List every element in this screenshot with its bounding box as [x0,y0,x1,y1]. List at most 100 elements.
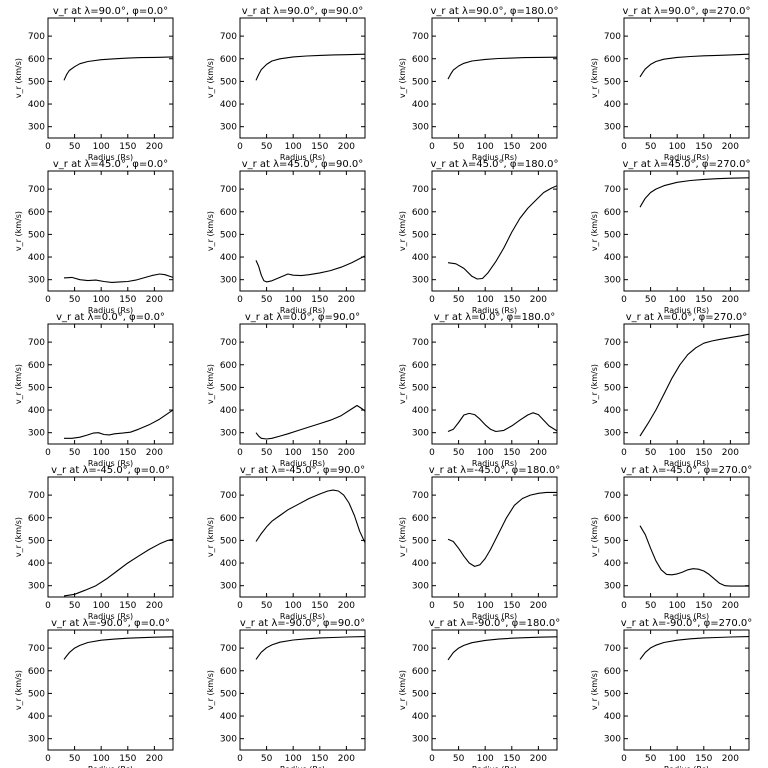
x-axis-label: Radius (Rs) [280,153,325,162]
x-tick-label: 200 [338,448,355,458]
y-tick-label: 600 [412,55,429,65]
y-tick-label: 700 [412,185,429,195]
chart-panel-7: v_r at λ=45.0°, φ=180.0° 0 50 100 150 200 300 4… [398,159,558,315]
y-tick-label: 500 [412,689,429,699]
y-tick-label: 600 [604,208,621,218]
x-axis-label: Radius (Rs) [280,459,325,468]
x-tick-label: 50 [645,754,657,764]
chart-title: v_r at λ=45.0°, φ=270.0° [623,159,751,170]
x-tick-label: 200 [722,142,739,152]
chart-panel-16: v_r at λ=-45.0°, φ=270.0° 0 50 100 150 200 300… [590,465,752,621]
plot-frame [47,323,174,445]
y-tick-label: 600 [28,667,45,677]
y-axis-label: v_r (km/s) [398,58,407,98]
x-tick-label: 100 [477,142,494,152]
y-tick-label: 300 [28,276,45,286]
x-tick-label: 150 [503,754,520,764]
y-tick-label: 500 [220,689,237,699]
x-tick-label: 200 [338,142,355,152]
chart-title: v_r at λ=90.0°, φ=90.0° [242,6,364,17]
chart-panel-11: v_r at λ=0.0°, φ=180.0° 0 50 100 150 200 300 40… [398,312,558,468]
y-tick-label: 300 [604,582,621,592]
y-tick-label: 400 [28,100,45,110]
chart-title: v_r at λ=0.0°, φ=90.0° [245,312,360,323]
x-axis-label: Radius (Rs) [280,612,325,621]
x-tick-label: 150 [311,448,328,458]
y-tick-label: 300 [220,582,237,592]
x-tick-label: 200 [722,448,739,458]
x-tick-label: 0 [45,754,51,764]
chart-title: v_r at λ=90.0°, φ=270.0° [623,6,751,17]
x-tick-label: 0 [621,601,627,611]
series-line-1 [255,255,365,283]
y-tick-label: 600 [604,55,621,65]
y-tick-label: 600 [412,667,429,677]
x-axis-label: Radius (Rs) [88,459,133,468]
y-tick-label: 400 [412,559,429,569]
y-axis-label: v_r (km/s) [398,364,407,404]
x-tick-label: 100 [477,295,494,305]
x-tick-label: 150 [695,754,712,764]
x-tick-label: 150 [695,142,712,152]
x-tick-label: 50 [69,142,81,152]
series-line-1 [447,636,557,661]
series-line-1 [255,489,365,543]
x-axis-label: Radius (Rs) [664,153,709,162]
x-tick-label: 0 [429,448,435,458]
y-tick-label: 400 [28,559,45,569]
x-tick-label: 150 [119,448,136,458]
y-tick-label: 500 [604,536,621,546]
x-tick-label: 150 [695,448,712,458]
x-tick-label: 200 [722,295,739,305]
x-tick-label: 200 [146,448,163,458]
y-tick-label: 700 [220,491,237,501]
x-tick-label: 50 [261,295,273,305]
x-tick-label: 200 [146,601,163,611]
y-tick-label: 700 [412,338,429,348]
chart-title: v_r at λ=-45.0°, φ=0.0° [51,465,170,476]
y-axis-label: v_r (km/s) [206,58,215,98]
y-tick-label: 500 [28,383,45,393]
plot-frame [239,170,366,292]
y-tick-label: 700 [604,491,621,501]
chart-title: v_r at λ=-90.0°, φ=270.0° [621,618,753,629]
x-tick-label: 200 [146,142,163,152]
y-axis-label: v_r (km/s) [14,211,23,251]
y-tick-label: 700 [28,185,45,195]
y-axis-label: v_r (km/s) [590,517,599,557]
chart-panel-14: v_r at λ=-45.0°, φ=90.0° 0 50 100 150 200 300 4… [206,465,366,621]
x-tick-label: 200 [530,448,547,458]
y-tick-label: 300 [412,276,429,286]
x-tick-label: 100 [93,142,110,152]
y-tick-label: 600 [604,514,621,524]
x-tick-label: 100 [285,601,302,611]
x-tick-label: 150 [503,142,520,152]
y-tick-label: 600 [412,208,429,218]
y-tick-label: 600 [28,55,45,65]
x-tick-label: 100 [669,754,686,764]
x-axis-label: Radius (Rs) [472,306,517,315]
x-tick-label: 150 [119,295,136,305]
chart-title: v_r at λ=-45.0°, φ=180.0° [429,465,561,476]
series-line-1 [447,56,557,80]
x-tick-label: 50 [645,448,657,458]
plot-frame [239,476,366,598]
y-tick-label: 300 [412,735,429,745]
y-tick-label: 700 [28,644,45,654]
chart-title: v_r at λ=90.0°, φ=180.0° [431,6,559,17]
x-tick-label: 150 [503,601,520,611]
y-tick-label: 700 [604,644,621,654]
y-axis-label: v_r (km/s) [398,670,407,710]
x-tick-label: 150 [311,601,328,611]
y-tick-label: 600 [220,667,237,677]
series-line-1 [447,491,557,567]
y-axis-label: v_r (km/s) [590,211,599,251]
chart-title: v_r at λ=-90.0°, φ=0.0° [51,618,170,629]
x-tick-label: 0 [237,295,243,305]
y-axis-label: v_r (km/s) [398,517,407,557]
chart-title: v_r at λ=0.0°, φ=180.0° [434,312,556,323]
x-tick-label: 100 [477,448,494,458]
chart-panel-1: v_r at λ=90.0°, φ=0.0° 0 50 100 150 200 300 400… [14,6,174,162]
y-tick-label: 700 [412,491,429,501]
plot-frame [47,476,174,598]
